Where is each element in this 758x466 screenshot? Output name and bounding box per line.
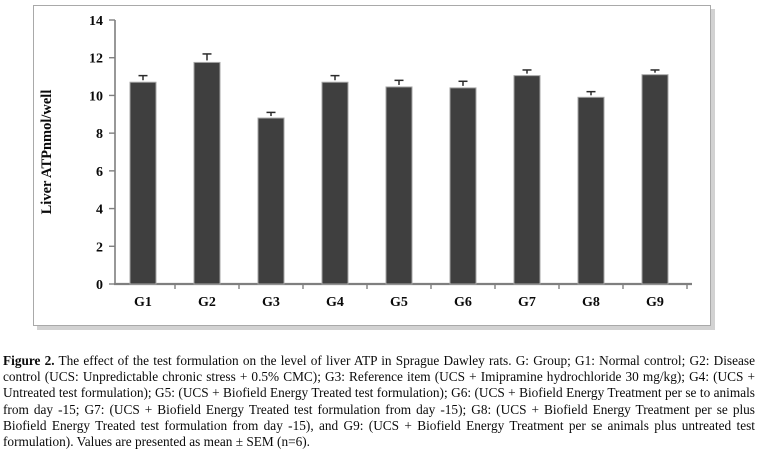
x-category-label: G9 [646, 295, 664, 310]
y-tick-label: 0 [96, 278, 103, 293]
bar-G2 [193, 61, 221, 285]
bar-G6 [449, 87, 477, 285]
x-category-label: G4 [326, 295, 344, 310]
bar-G7 [513, 75, 541, 285]
bar-G5 [385, 86, 413, 285]
x-category-label: G1 [134, 295, 152, 310]
x-category-label: G8 [582, 295, 600, 310]
y-tick-label: 12 [89, 52, 103, 67]
figure-caption: Figure 2. The effect of the test formula… [3, 353, 755, 450]
y-tick-label: 2 [96, 240, 103, 255]
bar-chart: 0 2 4 6 8 10 12 14 G1 G2 G3 G4 G5 G6 G7 G8 G9 Liver ATPnm… [39, 14, 692, 310]
bar-G1 [129, 81, 157, 285]
y-tick-label: 4 [96, 203, 103, 218]
caption-label: Figure 2. [3, 353, 55, 369]
x-category-label: G6 [454, 295, 472, 310]
x-category-label: G7 [518, 295, 536, 310]
x-category-label: G2 [198, 295, 216, 310]
y-tick-label: 6 [96, 165, 103, 180]
bar-G9 [641, 74, 669, 285]
x-category-label: G3 [262, 295, 280, 310]
bar-G4 [321, 81, 349, 285]
bar-G8 [577, 96, 605, 285]
y-tick-label: 8 [96, 127, 103, 142]
caption-text: The effect of the test formulation on th… [3, 353, 755, 449]
y-tick-label: 14 [89, 14, 103, 29]
figure-panel: 0 2 4 6 8 10 12 14 G1 G2 G3 G4 G5 G6 G7 G8 G9 Liver ATPnm… [33, 5, 711, 326]
y-tick-label: 10 [89, 89, 103, 104]
x-category-label: G5 [390, 295, 408, 310]
bar-G3 [257, 117, 285, 285]
y-axis-title: Liver ATPnmol/well [39, 90, 55, 215]
